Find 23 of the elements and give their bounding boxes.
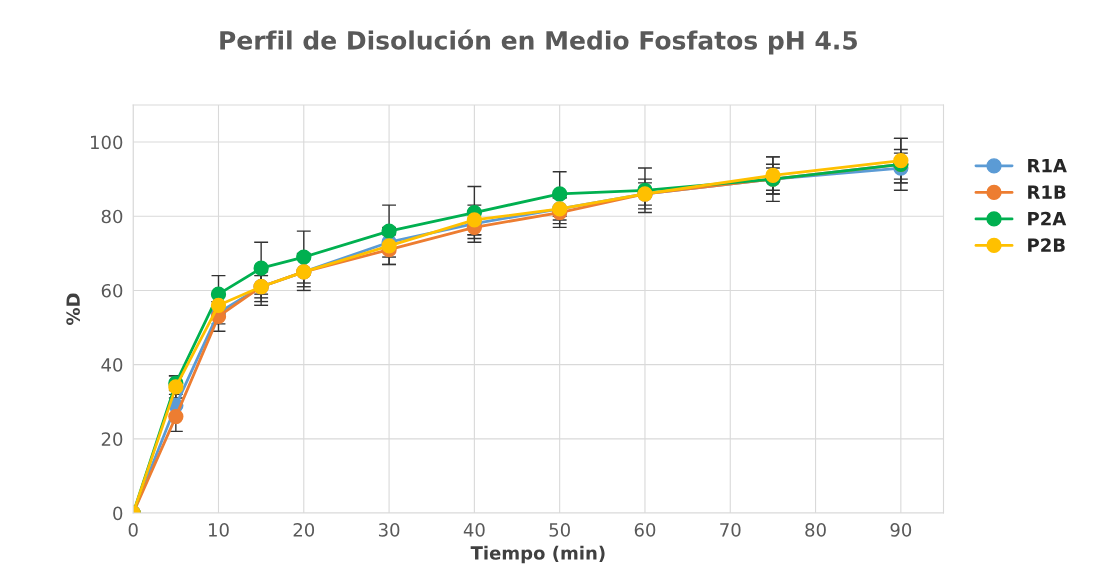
- x-tick-label: 30: [378, 523, 400, 537]
- x-axis-title: Tiempo (min): [470, 545, 605, 564]
- y-tick-label: 80: [101, 209, 123, 224]
- y-axis-title: %D: [66, 293, 80, 325]
- x-tick-label: 10: [208, 523, 229, 537]
- x-tick-label: 40: [463, 523, 485, 537]
- y-tick-label: 60: [101, 283, 123, 298]
- x-tick-label: 80: [805, 523, 826, 537]
- x-tick-label: 20: [293, 523, 315, 537]
- x-tick-label: 50: [549, 523, 570, 537]
- y-tick-label: 0: [113, 506, 123, 521]
- legend-label: P2A: [1028, 211, 1067, 226]
- legend-label: R1A: [1028, 159, 1067, 173]
- x-tick-label: 60: [634, 523, 656, 537]
- chart-title: Perfil de Disolución en Medio Fosfatos pH 4.5: [220, 29, 857, 55]
- y-tick-label: 40: [101, 358, 123, 372]
- legend-label: R1B: [1028, 185, 1066, 199]
- legend-label: P2B: [1028, 238, 1065, 252]
- x-tick-label: 90: [890, 523, 912, 537]
- x-tick-label: 0: [128, 523, 138, 537]
- y-tick-label: 100: [91, 135, 123, 150]
- x-tick-label: 70: [720, 523, 741, 537]
- y-tick-label: 20: [101, 432, 123, 446]
